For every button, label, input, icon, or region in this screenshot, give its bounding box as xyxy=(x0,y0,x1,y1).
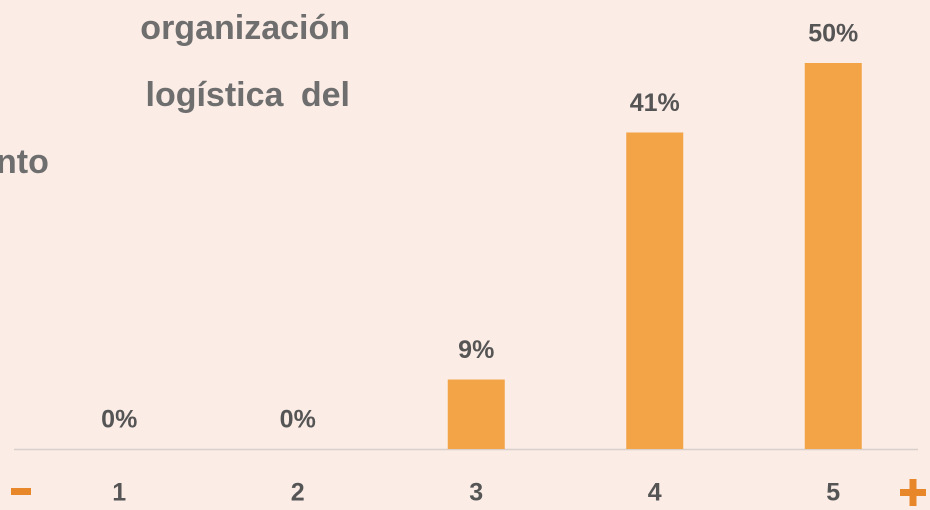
minus-icon xyxy=(11,488,31,495)
title-line: nto xyxy=(0,143,49,181)
value-label: 50% xyxy=(808,20,858,48)
title-line: organización xyxy=(140,9,350,47)
x-tick-label: 1 xyxy=(112,479,126,507)
x-tick-label: 2 xyxy=(291,479,305,507)
value-label: 0% xyxy=(101,406,137,434)
title-line: logística del xyxy=(146,76,351,114)
x-tick-label: 3 xyxy=(469,479,483,507)
x-tick-label: 4 xyxy=(648,479,662,507)
x-tick-label: 5 xyxy=(826,479,840,507)
bar xyxy=(804,63,862,449)
plus-icon xyxy=(909,479,917,506)
bar xyxy=(447,379,505,449)
value-label: 0% xyxy=(280,406,316,434)
bar xyxy=(626,132,684,450)
value-label: 9% xyxy=(458,336,494,364)
value-label: 41% xyxy=(630,89,680,117)
